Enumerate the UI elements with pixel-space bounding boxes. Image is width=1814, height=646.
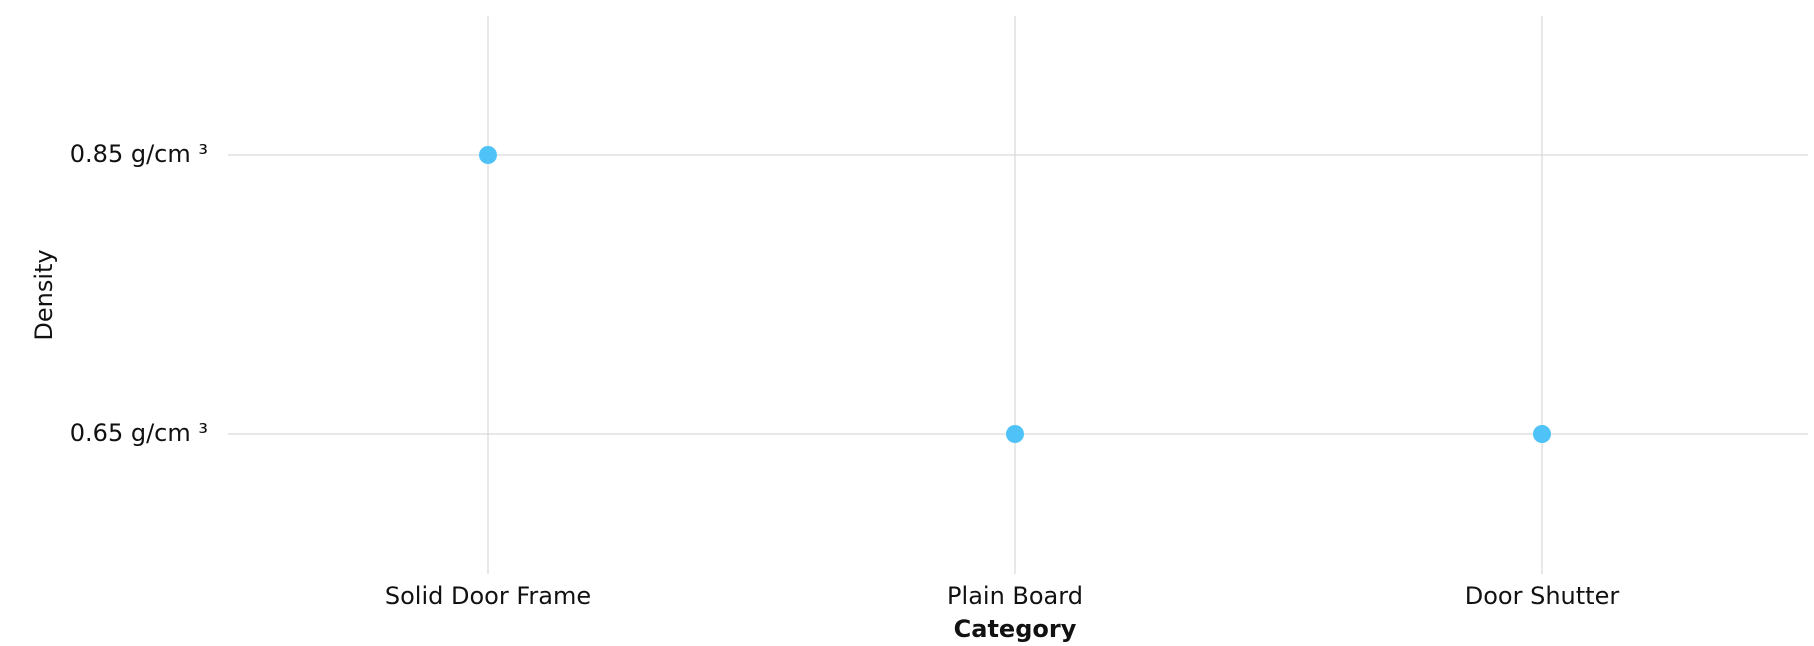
data-point [1533,425,1551,443]
grid-layer [228,16,1808,574]
data-points [479,146,1551,443]
y-axis-title: Density [30,249,58,340]
data-point [1006,425,1024,443]
data-point [479,146,497,164]
x-tick-label: Door Shutter [1465,582,1620,610]
x-axis-title: Category [954,615,1077,642]
x-tick-label: Plain Board [947,582,1083,610]
y-tick-label: 0.65 g/cm ³ [70,419,208,447]
y-axis-ticks: 0.85 g/cm ³ 0.65 g/cm ³ [70,140,208,447]
y-tick-label: 0.85 g/cm ³ [70,140,208,168]
x-tick-label: Solid Door Frame [385,582,591,610]
x-axis-ticks: Solid Door Frame Plain Board Door Shutter [385,582,1619,610]
